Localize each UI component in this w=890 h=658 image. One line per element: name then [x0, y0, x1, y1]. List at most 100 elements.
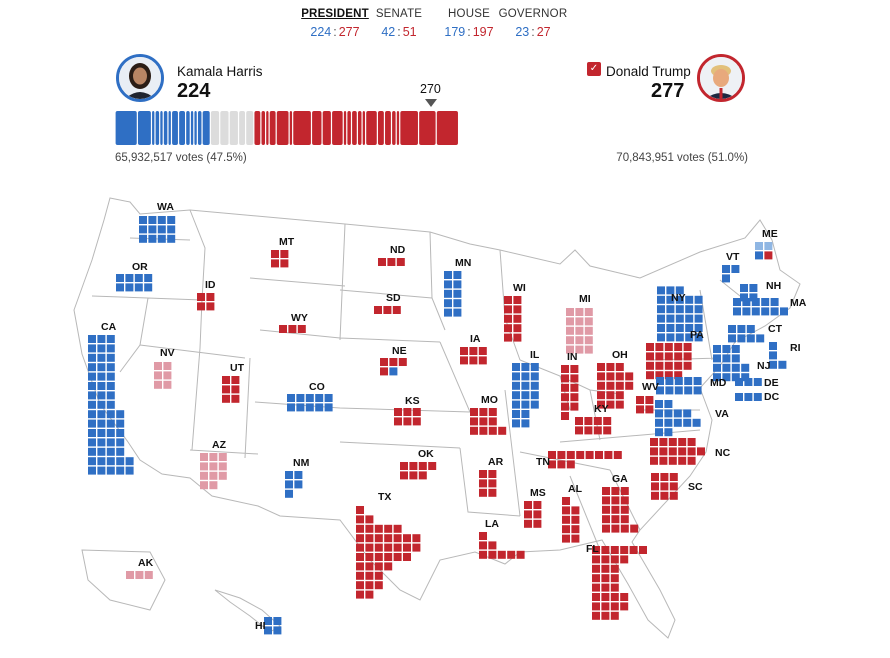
electoral-vote-tile-co[interactable] — [296, 394, 305, 402]
electoral-vote-tile-hi[interactable] — [264, 626, 272, 635]
state-label-va[interactable]: VA — [715, 408, 729, 420]
electoral-vote-tile-ca[interactable] — [106, 382, 115, 390]
state-label-or[interactable]: OR — [132, 261, 148, 273]
electoral-vote-tile-il[interactable] — [521, 381, 530, 390]
state-label-il[interactable]: IL — [530, 349, 540, 361]
electoral-vote-tile-ga[interactable] — [620, 487, 629, 495]
electoral-vote-tile-ny[interactable] — [675, 305, 684, 314]
electoral-vote-tile-pa[interactable] — [646, 371, 654, 380]
electoral-vote-tile-oh[interactable] — [597, 381, 605, 390]
electoral-vote-tile-tx[interactable] — [356, 581, 364, 590]
electoral-vote-tile-fl[interactable] — [592, 546, 600, 554]
electoral-vote-tile-ny[interactable] — [675, 333, 684, 342]
electoral-vote-tile-wa[interactable] — [167, 216, 176, 224]
electoral-vote-tile-wi[interactable] — [513, 314, 522, 323]
electoral-vote-tile-oh[interactable] — [597, 400, 605, 409]
state-label-co[interactable]: CO — [309, 381, 325, 393]
electoral-vote-tile-co[interactable] — [324, 394, 333, 402]
electoral-vote-tile-ga[interactable] — [611, 515, 620, 524]
electoral-vote-tile-tx[interactable] — [356, 590, 364, 599]
electoral-vote-tile-la[interactable] — [497, 550, 506, 559]
electoral-vote-tile-tx[interactable] — [393, 553, 402, 561]
electoral-vote-tile-tx[interactable] — [356, 562, 364, 571]
electoral-vote-tile-mt[interactable] — [271, 250, 279, 258]
electoral-vote-tile-ca[interactable] — [88, 447, 96, 456]
electoral-vote-tile-tx[interactable] — [374, 571, 383, 580]
electoral-vote-tile-fl[interactable] — [610, 564, 619, 573]
electoral-vote-tile-fl[interactable] — [610, 593, 619, 601]
electoral-vote-tile-wi[interactable] — [513, 296, 522, 304]
electoral-vote-tile-tx[interactable] — [365, 515, 374, 524]
electoral-vote-tile-mn[interactable] — [444, 289, 452, 298]
electoral-vote-tile-nj[interactable] — [741, 363, 750, 372]
state-label-ct[interactable]: CT — [768, 323, 783, 335]
electoral-vote-tile-ne[interactable] — [380, 367, 388, 376]
state-label-ne[interactable]: NE — [392, 345, 407, 357]
electoral-vote-tile-mi[interactable] — [584, 345, 593, 354]
electoral-vote-tile-mo[interactable] — [479, 408, 488, 416]
electoral-vote-tile-or[interactable] — [116, 274, 124, 282]
electoral-vote-tile-fl[interactable] — [629, 546, 638, 554]
electoral-vote-tile-nj[interactable] — [713, 354, 721, 363]
electoral-vote-tile-la[interactable] — [479, 541, 487, 550]
electoral-vote-tile-ok[interactable] — [400, 462, 408, 470]
electoral-vote-tile-md[interactable] — [684, 377, 693, 385]
electoral-vote-tile-oh[interactable] — [606, 400, 615, 409]
state-label-ga[interactable]: GA — [612, 473, 628, 485]
tab-senate[interactable]: SENATE 42:51 — [364, 8, 434, 39]
electoral-vote-tile-al[interactable] — [571, 534, 580, 543]
state-label-in[interactable]: IN — [567, 351, 578, 363]
electoral-vote-tile-ny[interactable] — [666, 295, 675, 304]
electoral-vote-tile-sc[interactable] — [660, 491, 669, 500]
electoral-vote-tile-al[interactable] — [562, 534, 570, 543]
electoral-vote-tile-nm[interactable] — [294, 480, 303, 489]
electoral-vote-tile-va[interactable] — [673, 409, 682, 418]
state-label-wi[interactable]: WI — [513, 282, 526, 294]
electoral-vote-tile-fl[interactable] — [592, 583, 600, 592]
electoral-vote-tile-tx[interactable] — [384, 562, 393, 571]
electoral-vote-tile-az[interactable] — [209, 453, 218, 461]
electoral-vote-tile-wi[interactable] — [504, 314, 512, 323]
electoral-vote-tile-pa[interactable] — [674, 352, 683, 361]
electoral-vote-tile-ut[interactable] — [231, 376, 240, 384]
electoral-vote-tile-wa[interactable] — [157, 216, 166, 224]
state-label-nv[interactable]: NV — [160, 347, 175, 359]
electoral-vote-tile-ca[interactable] — [97, 335, 106, 343]
electoral-vote-tile-md[interactable] — [684, 386, 693, 395]
state-label-nh[interactable]: NH — [766, 280, 781, 292]
electoral-vote-tile-ny[interactable] — [685, 305, 694, 314]
electoral-vote-tile-hi[interactable] — [264, 617, 272, 625]
electoral-vote-tile-mi[interactable] — [584, 326, 593, 335]
state-label-de[interactable]: DE — [764, 377, 779, 389]
electoral-vote-tile-ca[interactable] — [97, 457, 106, 466]
electoral-vote-tile-wv[interactable] — [636, 396, 644, 404]
electoral-vote-tile-pa[interactable] — [655, 371, 664, 380]
electoral-vote-tile-wi[interactable] — [504, 296, 512, 304]
electoral-vote-tile-ga[interactable] — [611, 496, 620, 505]
electoral-vote-tile-ma[interactable] — [742, 307, 751, 316]
electoral-vote-tile-tx[interactable] — [384, 534, 393, 543]
electoral-vote-tile-sd[interactable] — [392, 306, 401, 314]
state-label-nj[interactable]: NJ — [757, 360, 771, 372]
electoral-vote-tile-nv[interactable] — [154, 371, 162, 380]
electoral-vote-tile-ri[interactable] — [769, 360, 777, 369]
electoral-vote-tile-fl[interactable] — [592, 555, 600, 564]
electoral-vote-tile-ny[interactable] — [657, 333, 665, 342]
electoral-vote-tile-ny[interactable] — [694, 333, 703, 342]
electoral-vote-tile-mo[interactable] — [488, 426, 497, 435]
electoral-vote-tile-ca[interactable] — [106, 335, 115, 343]
electoral-vote-tile-nc[interactable] — [659, 447, 668, 456]
electoral-vote-tile-ky[interactable] — [593, 417, 602, 425]
electoral-vote-tile-tx[interactable] — [365, 524, 374, 533]
electoral-vote-tile-ca[interactable] — [88, 353, 96, 362]
electoral-vote-tile-ga[interactable] — [602, 515, 610, 524]
electoral-vote-tile-fl[interactable] — [610, 583, 619, 592]
electoral-vote-tile-or[interactable] — [144, 283, 153, 292]
electoral-vote-tile-ca[interactable] — [106, 400, 115, 409]
electoral-vote-tile-ok[interactable] — [418, 462, 427, 470]
electoral-vote-tile-tx[interactable] — [374, 534, 383, 543]
electoral-vote-tile-al[interactable] — [571, 506, 580, 515]
electoral-vote-tile-ut[interactable] — [222, 394, 230, 403]
electoral-vote-tile-la[interactable] — [516, 550, 525, 559]
electoral-vote-tile-nc[interactable] — [650, 447, 658, 456]
